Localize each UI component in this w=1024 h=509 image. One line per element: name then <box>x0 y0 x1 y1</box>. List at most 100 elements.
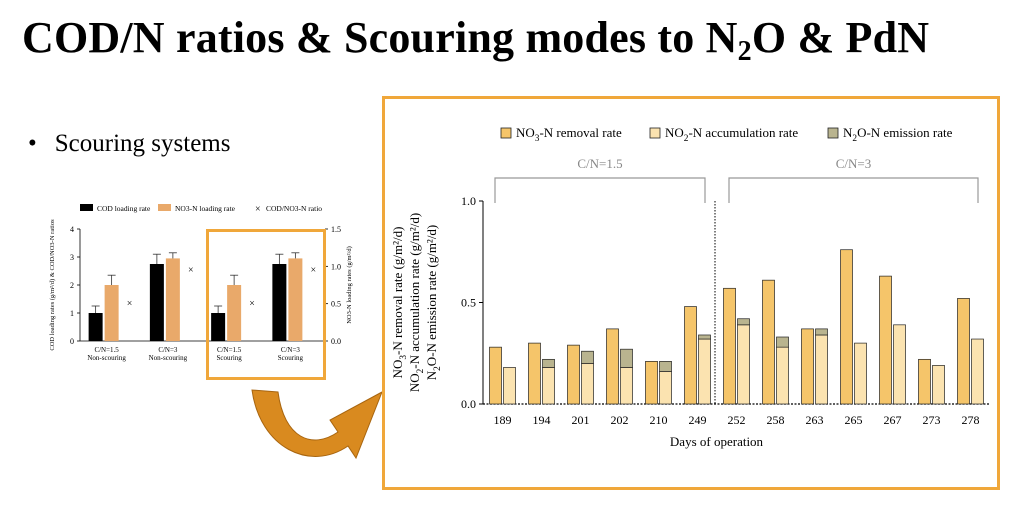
legend-label-1: NO2-N accumulation rate <box>665 125 798 144</box>
x-tick-label: 194 <box>533 413 551 427</box>
right-y-axis-label: NO3-N loading rates (g/m²/d) <box>346 246 353 324</box>
cod-bar <box>149 264 164 341</box>
legend-label-2: N2O-N emission rate <box>843 125 953 144</box>
accumulation-bar <box>503 367 516 405</box>
bullet-text: Scouring systems <box>54 130 231 157</box>
category-label: C/N=1.5 <box>94 346 119 354</box>
ratio-marker: × <box>127 299 133 310</box>
x-tick-label: 267 <box>884 413 902 427</box>
removal-bar <box>606 328 619 405</box>
legend-label-cod: COD loading rate <box>97 204 151 213</box>
emission-bar <box>737 318 750 326</box>
x-tick-label: 201 <box>572 413 590 427</box>
legend-label-0: NO3-N removal rate <box>516 125 622 144</box>
legend-label-ratio: COD/NO3-N ratio <box>266 204 322 213</box>
removal-bar <box>879 275 892 405</box>
removal-bar <box>840 249 853 405</box>
removal-bar <box>762 279 775 405</box>
ratio-marker: × <box>311 265 317 276</box>
accumulation-bar <box>581 363 594 405</box>
removal-bar <box>528 342 541 405</box>
removal-bar <box>957 298 970 405</box>
category-label: Scouring <box>278 354 304 362</box>
x-tick-label: 249 <box>689 413 707 427</box>
right-tick-label: 0.5 <box>331 300 341 309</box>
removal-bar <box>684 306 697 405</box>
y-axis-label-2: N2O-N emission rate (g/m²/d) <box>424 225 443 381</box>
accumulation-bar <box>815 334 828 405</box>
category-label: C/N=1.5 <box>217 346 242 354</box>
left-tick-label: 1 <box>70 309 74 318</box>
rates-chart-frame <box>382 96 1000 490</box>
rates-chart: NO3-N removal rate NO2-N accumulation rat… <box>390 125 990 449</box>
y-tick-label: 0.5 <box>461 296 476 310</box>
right-tick-label: 0.0 <box>331 337 341 346</box>
emission-bar <box>581 350 594 364</box>
x-tick-label: 258 <box>767 413 785 427</box>
x-axis-label: Days of operation <box>670 434 764 449</box>
legend-swatch-0 <box>500 127 512 139</box>
removal-bar <box>918 358 931 405</box>
loading-rate-chart: COD loading rate NO3-N loading rate × COD/N… <box>49 204 353 362</box>
category-label: C/N=3 <box>281 346 301 354</box>
bullet-item: • Scouring systems <box>28 130 230 158</box>
emission-bar <box>620 348 633 368</box>
ratio-marker: × <box>249 299 255 310</box>
emission-bar <box>698 334 711 340</box>
x-tick-label: 273 <box>923 413 941 427</box>
emission-bar <box>542 358 555 368</box>
removal-bar <box>489 346 502 405</box>
bullet-dot: • <box>28 130 37 157</box>
cod-bar <box>272 264 287 341</box>
category-label: C/N=3 <box>158 346 178 354</box>
right-tick-label: 1.5 <box>331 225 341 234</box>
x-tick-label: 210 <box>650 413 668 427</box>
emission-bar <box>776 336 789 348</box>
legend-swatch-1 <box>649 127 661 139</box>
left-y-axis-label: COD loading rates (g/m²/d) & COD/NO3-N r… <box>49 219 56 351</box>
slide-title: COD/N ratios & Scouring modes to N2O & P… <box>22 13 930 67</box>
no3-bar <box>288 258 303 341</box>
x-tick-label: 202 <box>611 413 629 427</box>
svg-text:N2O-N emission rate (g/m²/d): N2O-N emission rate (g/m²/d) <box>424 225 443 381</box>
removal-bar <box>801 328 814 405</box>
accumulation-bar <box>893 324 906 405</box>
removal-bar <box>645 361 658 405</box>
accumulation-bar <box>737 324 750 405</box>
x-tick-label: 252 <box>728 413 746 427</box>
accumulation-bar <box>971 338 984 405</box>
legend-label-no3: NO3-N loading rate <box>175 204 236 213</box>
no3-bar <box>227 285 242 341</box>
accumulation-bar <box>932 365 945 405</box>
category-label: Scouring <box>216 354 242 362</box>
accumulation-bar <box>659 371 672 405</box>
accumulation-bar <box>542 367 555 405</box>
accumulation-bar <box>698 338 711 405</box>
svg-text:NO2-N accumulation rate (g/m²/: NO2-N accumulation rate (g/m²/d) <box>407 213 426 392</box>
accumulation-bar <box>620 367 633 405</box>
x-tick-label: 189 <box>494 413 512 427</box>
x-tick-label: 265 <box>845 413 863 427</box>
left-tick-label: 2 <box>70 281 74 290</box>
group-bracket-0 <box>494 177 706 203</box>
emission-bar <box>815 328 828 336</box>
right-tick-label: 1.0 <box>331 262 341 271</box>
accumulation-bar <box>776 346 789 405</box>
legend-swatch-cod <box>80 204 93 211</box>
left-tick-label: 4 <box>70 225 74 234</box>
removal-bar <box>567 344 580 405</box>
legend-marker-ratio: × <box>255 204 261 215</box>
emission-bar <box>659 361 672 372</box>
y-tick-label: 0.0 <box>461 397 476 411</box>
no3-bar <box>104 285 119 341</box>
accumulation-bar <box>854 342 867 405</box>
svg-text:NO3-N removal rate (g/m²/d): NO3-N removal rate (g/m²/d) <box>390 227 409 379</box>
cod-bar <box>88 313 103 341</box>
group-label-0: C/N=1.5 <box>577 156 622 171</box>
category-label: Non-scouring <box>149 354 188 362</box>
ratio-marker: × <box>188 265 194 276</box>
scouring-highlight-box <box>206 229 326 380</box>
curved-arrow <box>251 389 383 460</box>
legend-swatch-no3 <box>158 204 171 211</box>
category-label: Non-scouring <box>87 354 126 362</box>
